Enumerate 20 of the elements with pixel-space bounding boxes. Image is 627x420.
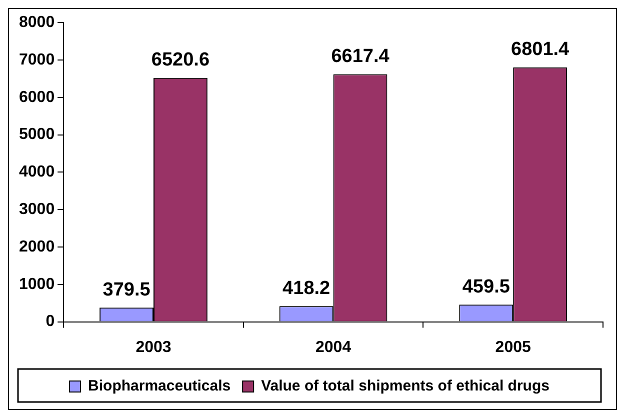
x-tick-label: 2003: [136, 338, 172, 356]
data-label: 379.5: [102, 279, 151, 300]
legend-label: Biopharmaceuticals: [88, 378, 231, 395]
y-tick-label: 5000: [19, 126, 55, 144]
y-tick-label: 3000: [19, 201, 55, 218]
y-tick-label: 2000: [19, 238, 55, 256]
data-label: 418.2: [282, 278, 330, 299]
y-tick-label: 0: [46, 313, 55, 330]
y-tick-label: 6000: [19, 88, 55, 106]
x-tick-label: 2004: [316, 338, 352, 356]
y-tick-label: 8000: [19, 14, 55, 32]
data-label: 6520.6: [151, 50, 210, 71]
data-label: 6617.4: [331, 46, 390, 68]
data-label: 6801.4: [511, 39, 570, 60]
x-tick-label: 2005: [495, 338, 531, 356]
y-tick-label: 7000: [19, 51, 55, 68]
legend-label: Value of total shipments of ethical drugs: [261, 378, 550, 395]
y-tick-label: 4000: [19, 164, 55, 181]
data-label: 459.5: [462, 276, 510, 298]
y-tick-label: 1000: [19, 276, 55, 293]
